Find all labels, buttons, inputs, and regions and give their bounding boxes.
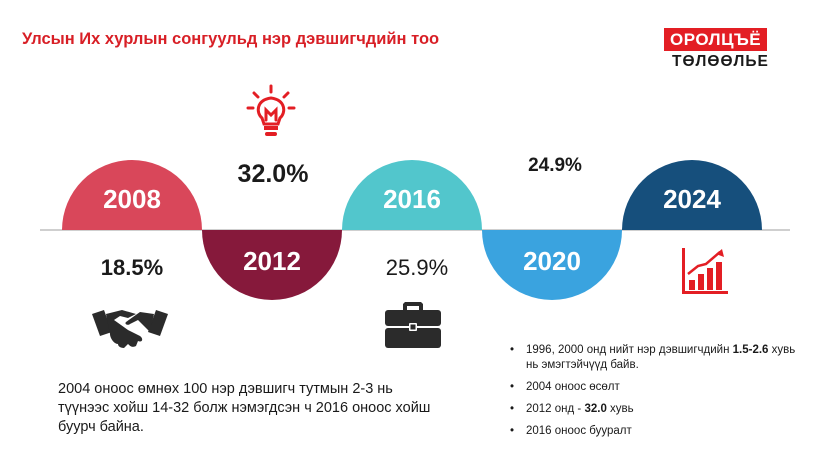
value-label-2012: 32.0% (237, 160, 309, 188)
bullet-item: 2012 онд - 32.0 хувь (508, 402, 808, 417)
value-label-2020: 24.9% (528, 155, 582, 176)
handshake-icon (92, 310, 168, 348)
growth-chart-icon (682, 248, 728, 294)
timeline-segment-2024 (622, 160, 762, 230)
bullet-text: 2012 онд - (526, 403, 585, 415)
summary-note: 2004 оноос өмнөх 100 нэр дэвшигч тутмын … (58, 381, 431, 435)
bullet-text-end: хувь (606, 403, 634, 415)
timeline-segment-2008 (62, 160, 202, 230)
value-label-2016: 25.9% (385, 255, 449, 280)
logo-bottom-text: ТӨЛӨӨЛЬЕ (672, 53, 769, 70)
bullet-item: 1996, 2000 онд нийт нэр дэвшигчдийн 1.5-… (508, 343, 808, 373)
value-label-2008: 18.5% (100, 255, 164, 280)
bullet-list: 1996, 2000 онд нийт нэр дэвшигчдийн 1.5-… (508, 343, 808, 446)
logo-top-text: ОРОЛЦЪЁ (664, 28, 768, 51)
year-label-2024: 2024 (663, 184, 721, 214)
bullet-bold-text: 1.5-2.6 (732, 344, 769, 356)
timeline-segment-2020 (482, 230, 622, 300)
logo: ОРОЛЦЪЁ ТӨЛӨӨЛЬЕ (660, 28, 780, 76)
year-label-2016: 2016 (383, 184, 441, 214)
bullet-text: 2004 оноос өсөлт (526, 381, 620, 393)
bullet-text: 1996, 2000 онд нийт нэр дэвшигчдийн (526, 344, 733, 356)
bullet-text: 2016 оноос бууралт (526, 425, 632, 437)
year-label-2020: 2020 (523, 246, 581, 276)
year-label-2012: 2012 (243, 246, 301, 276)
bullet-text-end: хувь нь эмэгтэйчүүд байв. (526, 344, 796, 371)
year-label-2008: 2008 (103, 184, 161, 214)
lightbulb-icon (246, 84, 296, 136)
timeline-segment-2012 (202, 230, 342, 300)
page-title: Улсын Их хурлын сонгуульд нэр дэвшигчдий… (22, 30, 440, 48)
briefcase-icon (385, 302, 441, 348)
timeline-segment-2016 (342, 160, 482, 230)
bullet-item: 2004 оноос өсөлт (508, 380, 808, 395)
bullet-item: 2016 оноос бууралт (508, 424, 808, 439)
bullet-bold-text: 32.0 (584, 403, 607, 415)
